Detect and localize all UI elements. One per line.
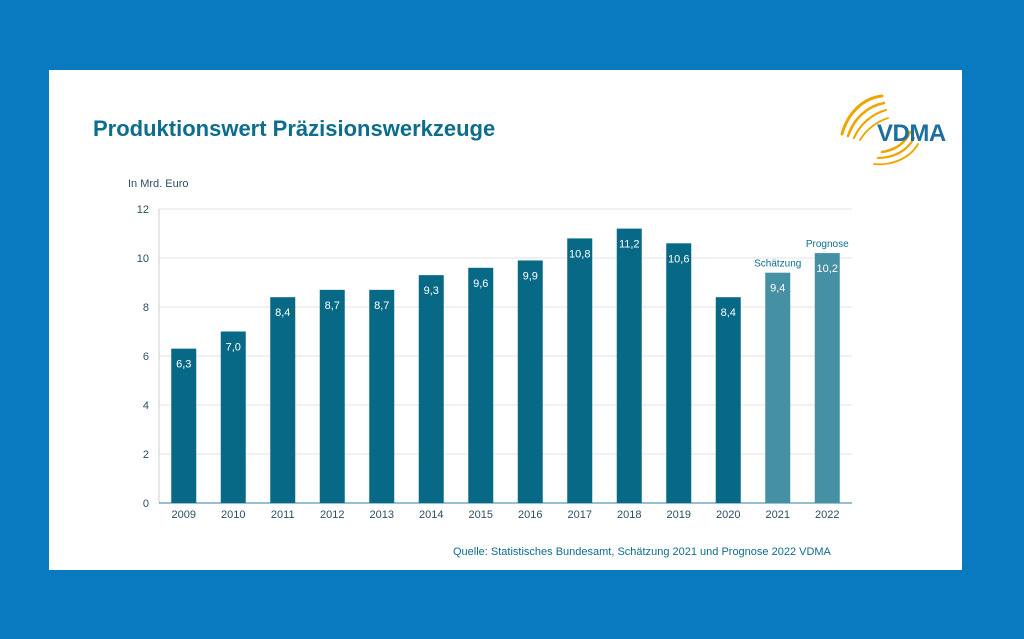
value-label-2009: 6,3: [176, 359, 191, 371]
bar-2012: [319, 289, 345, 503]
x-tick-label-2022: 2022: [815, 509, 839, 521]
y-axis-unit-label: In Mrd. Euro: [128, 178, 189, 190]
page-title: Produktionswert Präzisionswerkzeuge: [93, 116, 496, 141]
bar-2009: [171, 348, 197, 503]
x-tick-label-2009: 2009: [172, 509, 196, 521]
x-tick-label-2018: 2018: [617, 509, 641, 521]
y-tick-label: 4: [143, 400, 149, 412]
annotation-2022: Prognose: [806, 239, 849, 250]
y-tick-label: 8: [143, 302, 149, 314]
annotation-2021: Schätzung: [754, 259, 801, 270]
bar-2010: [220, 331, 246, 503]
bar-2017: [567, 238, 593, 503]
bar-2016: [517, 260, 543, 503]
value-label-2011: 8,4: [275, 307, 290, 319]
x-tick-label-2021: 2021: [766, 509, 790, 521]
vdma-logo-swoosh-icon: [840, 94, 919, 166]
y-tick-label: 12: [137, 204, 149, 216]
value-label-2012: 8,7: [325, 300, 340, 312]
y-tick-label: 2: [143, 449, 149, 461]
bar-2022: [814, 253, 840, 503]
value-label-2022: 10,2: [817, 263, 838, 275]
value-label-2015: 9,6: [473, 278, 488, 290]
bar-2013: [369, 289, 395, 503]
source-note: Quelle: Statistisches Bundesamt, Schätzu…: [453, 546, 831, 558]
x-tick-label-2015: 2015: [469, 509, 493, 521]
x-tick-label-2017: 2017: [568, 509, 592, 521]
bar-2015: [468, 267, 494, 503]
value-label-2014: 9,3: [424, 285, 439, 297]
value-label-2021: 9,4: [770, 283, 785, 295]
value-label-2019: 10,6: [668, 253, 689, 265]
value-label-2013: 8,7: [374, 300, 389, 312]
label-layer: 0 2 4 6 8 10 12 6,3 2009 7,0 2010 8,4 2011 8,7 2012 8,7…: [137, 204, 849, 521]
bar-2019: [666, 243, 692, 504]
y-tick-label: 6: [143, 351, 149, 363]
bar-chart: 0 2 4 6 8 10 12 6,3 2009 7,0 2010 8,4 2011 8,7 2012 8,7…: [137, 204, 852, 521]
bar-2021: [765, 272, 791, 503]
grid-layer: [158, 208, 852, 504]
bar-2011: [270, 297, 296, 503]
x-tick-label-2012: 2012: [320, 509, 344, 521]
bar-2014: [418, 275, 444, 503]
value-label-2010: 7,0: [226, 342, 241, 354]
value-label-2016: 9,9: [523, 270, 538, 282]
x-tick-label-2019: 2019: [667, 509, 691, 521]
value-label-2017: 10,8: [569, 248, 590, 260]
y-tick-label: 10: [137, 253, 149, 265]
y-tick-label: 0: [143, 498, 149, 510]
x-tick-label-2013: 2013: [370, 509, 394, 521]
x-tick-label-2010: 2010: [221, 509, 245, 521]
vdma-logo-text: VDMA: [877, 120, 946, 147]
x-tick-label-2014: 2014: [419, 509, 443, 521]
bar-2020: [715, 297, 741, 503]
x-tick-label-2011: 2011: [271, 509, 295, 521]
x-tick-label-2020: 2020: [716, 509, 740, 521]
value-label-2018: 11,2: [619, 239, 640, 251]
bar-layer: [171, 228, 840, 504]
bar-2018: [616, 228, 642, 503]
slide-panel: Produktionswert Präzisionswerkzeuge VDMA…: [49, 70, 962, 570]
value-label-2020: 8,4: [721, 307, 736, 319]
x-tick-label-2016: 2016: [518, 509, 542, 521]
